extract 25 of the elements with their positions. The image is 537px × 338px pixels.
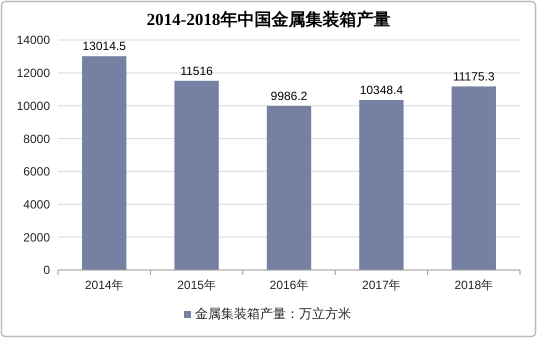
data-label: 10348.4 xyxy=(360,82,404,97)
y-tick-label: 8000 xyxy=(23,132,50,146)
bar xyxy=(174,80,219,270)
y-tick-label: 12000 xyxy=(16,66,50,80)
x-tick-label: 2016年 xyxy=(270,278,308,292)
bar xyxy=(266,106,312,270)
bar xyxy=(82,56,126,270)
data-label: 13014.5 xyxy=(82,39,126,54)
y-tick-label: 4000 xyxy=(23,197,50,212)
y-tick-label: 6000 xyxy=(23,164,50,179)
x-tick-label: 2017年 xyxy=(362,278,401,292)
y-tick-label: 10000 xyxy=(16,98,50,113)
x-tick-label: 2018年 xyxy=(454,278,494,292)
bar xyxy=(452,86,496,270)
y-tick-label: 14000 xyxy=(16,33,50,48)
y-tick-label: 2000 xyxy=(23,230,50,244)
legend-label: 金属集装箱产量：万立方米 xyxy=(195,306,351,321)
data-label: 9986.2 xyxy=(270,88,308,103)
bar xyxy=(359,100,404,270)
chart-title: 2014-2018年中国金属集装箱产量 xyxy=(146,10,390,29)
y-tick-label: 0 xyxy=(43,263,50,278)
data-label: 11516 xyxy=(180,64,214,78)
data-label: 11175.3 xyxy=(452,69,495,84)
x-tick-label: 2014年 xyxy=(84,278,124,292)
x-tick-label: 2015年 xyxy=(177,278,216,292)
